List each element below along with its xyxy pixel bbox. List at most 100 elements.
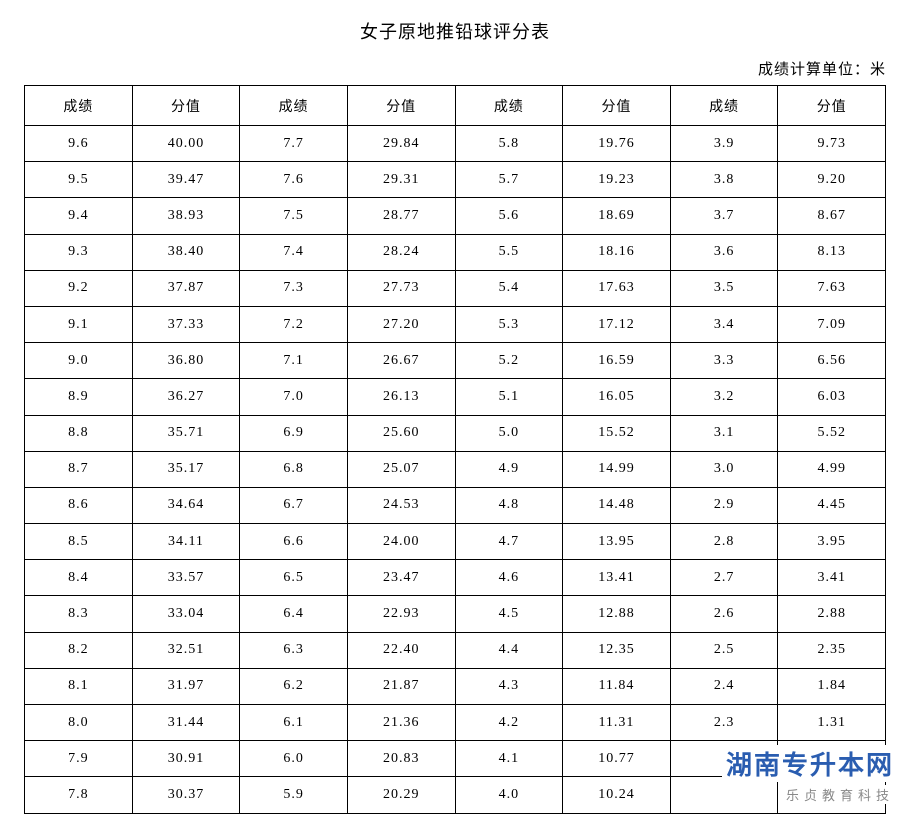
- table-cell: 14.99: [563, 451, 671, 487]
- table-cell: 8.13: [778, 234, 886, 270]
- table-row: 8.131.976.221.874.311.842.41.84: [25, 668, 886, 704]
- table-cell: 31.97: [132, 668, 240, 704]
- table-cell: 4.99: [778, 451, 886, 487]
- table-cell: 6.1: [240, 705, 348, 741]
- table-cell: 4.2: [455, 705, 563, 741]
- col-header: 分值: [778, 86, 886, 126]
- table-cell: 3.3: [670, 343, 778, 379]
- table-row: 8.534.116.624.004.713.952.83.95: [25, 524, 886, 560]
- table-cell: 9.73: [778, 126, 886, 162]
- table-cell: 38.93: [132, 198, 240, 234]
- table-cell: 7.3: [240, 270, 348, 306]
- table-cell: 2.8: [670, 524, 778, 560]
- table-row: 9.539.477.629.315.719.233.89.20: [25, 162, 886, 198]
- watermark-sub: 乐贞教育科技: [782, 785, 898, 804]
- table-cell: 21.87: [347, 668, 455, 704]
- table-cell: 3.8: [670, 162, 778, 198]
- table-cell: 9.2: [25, 270, 133, 306]
- table-row: 8.634.646.724.534.814.482.94.45: [25, 487, 886, 523]
- unit-label: 成绩计算单位：米: [24, 58, 886, 79]
- table-cell: 6.03: [778, 379, 886, 415]
- table-cell: 27.20: [347, 306, 455, 342]
- table-cell: 20.83: [347, 741, 455, 777]
- table-cell: 12.35: [563, 632, 671, 668]
- table-row: 9.338.407.428.245.518.163.68.13: [25, 234, 886, 270]
- table-cell: 7.9: [25, 741, 133, 777]
- table-cell: 7.6: [240, 162, 348, 198]
- table-cell: 19.23: [563, 162, 671, 198]
- table-cell: 10.77: [563, 741, 671, 777]
- table-cell: 32.51: [132, 632, 240, 668]
- table-cell: 17.63: [563, 270, 671, 306]
- table-cell: 8.0: [25, 705, 133, 741]
- table-cell: 24.00: [347, 524, 455, 560]
- table-cell: 6.6: [240, 524, 348, 560]
- table-cell: 6.9: [240, 415, 348, 451]
- table-cell: 6.2: [240, 668, 348, 704]
- table-cell: 39.47: [132, 162, 240, 198]
- table-cell: 37.87: [132, 270, 240, 306]
- table-cell: 7.8: [25, 777, 133, 813]
- table-cell: 5.52: [778, 415, 886, 451]
- table-cell: 15.52: [563, 415, 671, 451]
- table-row: 7.830.375.920.294.010.24: [25, 777, 886, 813]
- table-cell: 2.6: [670, 596, 778, 632]
- table-cell: 4.1: [455, 741, 563, 777]
- table-row: 8.433.576.523.474.613.412.73.41: [25, 560, 886, 596]
- table-cell: 5.4: [455, 270, 563, 306]
- table-cell: 26.67: [347, 343, 455, 379]
- table-cell: 6.8: [240, 451, 348, 487]
- table-cell: 3.4: [670, 306, 778, 342]
- col-header: 分值: [563, 86, 671, 126]
- table-cell: 23.47: [347, 560, 455, 596]
- table-cell: 16.59: [563, 343, 671, 379]
- table-cell: 29.31: [347, 162, 455, 198]
- table-cell: 7.63: [778, 270, 886, 306]
- table-cell: 8.4: [25, 560, 133, 596]
- table-cell: 9.1: [25, 306, 133, 342]
- table-cell: 3.9: [670, 126, 778, 162]
- table-cell: 36.80: [132, 343, 240, 379]
- table-cell: 3.2: [670, 379, 778, 415]
- col-header: 成绩: [240, 86, 348, 126]
- table-row: 8.031.446.121.364.211.312.31.31: [25, 705, 886, 741]
- table-cell: 5.7: [455, 162, 563, 198]
- table-cell: 8.7: [25, 451, 133, 487]
- table-cell: 10.24: [563, 777, 671, 813]
- table-cell: 34.64: [132, 487, 240, 523]
- table-row: 9.036.807.126.675.216.593.36.56: [25, 343, 886, 379]
- table-cell: 9.20: [778, 162, 886, 198]
- table-cell: 19.76: [563, 126, 671, 162]
- table-cell: 24.53: [347, 487, 455, 523]
- table-cell: 7.7: [240, 126, 348, 162]
- table-cell: 2.5: [670, 632, 778, 668]
- table-cell: 6.0: [240, 741, 348, 777]
- table-cell: 35.71: [132, 415, 240, 451]
- table-cell: 6.3: [240, 632, 348, 668]
- table-cell: 37.33: [132, 306, 240, 342]
- table-cell: 1.31: [778, 705, 886, 741]
- table-cell: 4.6: [455, 560, 563, 596]
- table-cell: 3.41: [778, 560, 886, 596]
- table-cell: 38.40: [132, 234, 240, 270]
- table-cell: 14.48: [563, 487, 671, 523]
- table-cell: 7.4: [240, 234, 348, 270]
- table-row: 8.333.046.422.934.512.882.62.88: [25, 596, 886, 632]
- table-cell: 30.37: [132, 777, 240, 813]
- table-cell: 36.27: [132, 379, 240, 415]
- table-cell: 34.11: [132, 524, 240, 560]
- table-header-row: 成绩 分值 成绩 分值 成绩 分值 成绩 分值: [25, 86, 886, 126]
- table-row: 9.438.937.528.775.618.693.78.67: [25, 198, 886, 234]
- table-cell: 4.5: [455, 596, 563, 632]
- table-cell: 17.12: [563, 306, 671, 342]
- table-cell: 9.5: [25, 162, 133, 198]
- table-cell: 5.2: [455, 343, 563, 379]
- table-cell: 6.5: [240, 560, 348, 596]
- table-cell: 5.6: [455, 198, 563, 234]
- table-cell: 1.84: [778, 668, 886, 704]
- table-cell: 3.6: [670, 234, 778, 270]
- table-cell: 29.84: [347, 126, 455, 162]
- table-cell: 6.4: [240, 596, 348, 632]
- table-cell: 40.00: [132, 126, 240, 162]
- table-cell: 2.7: [670, 560, 778, 596]
